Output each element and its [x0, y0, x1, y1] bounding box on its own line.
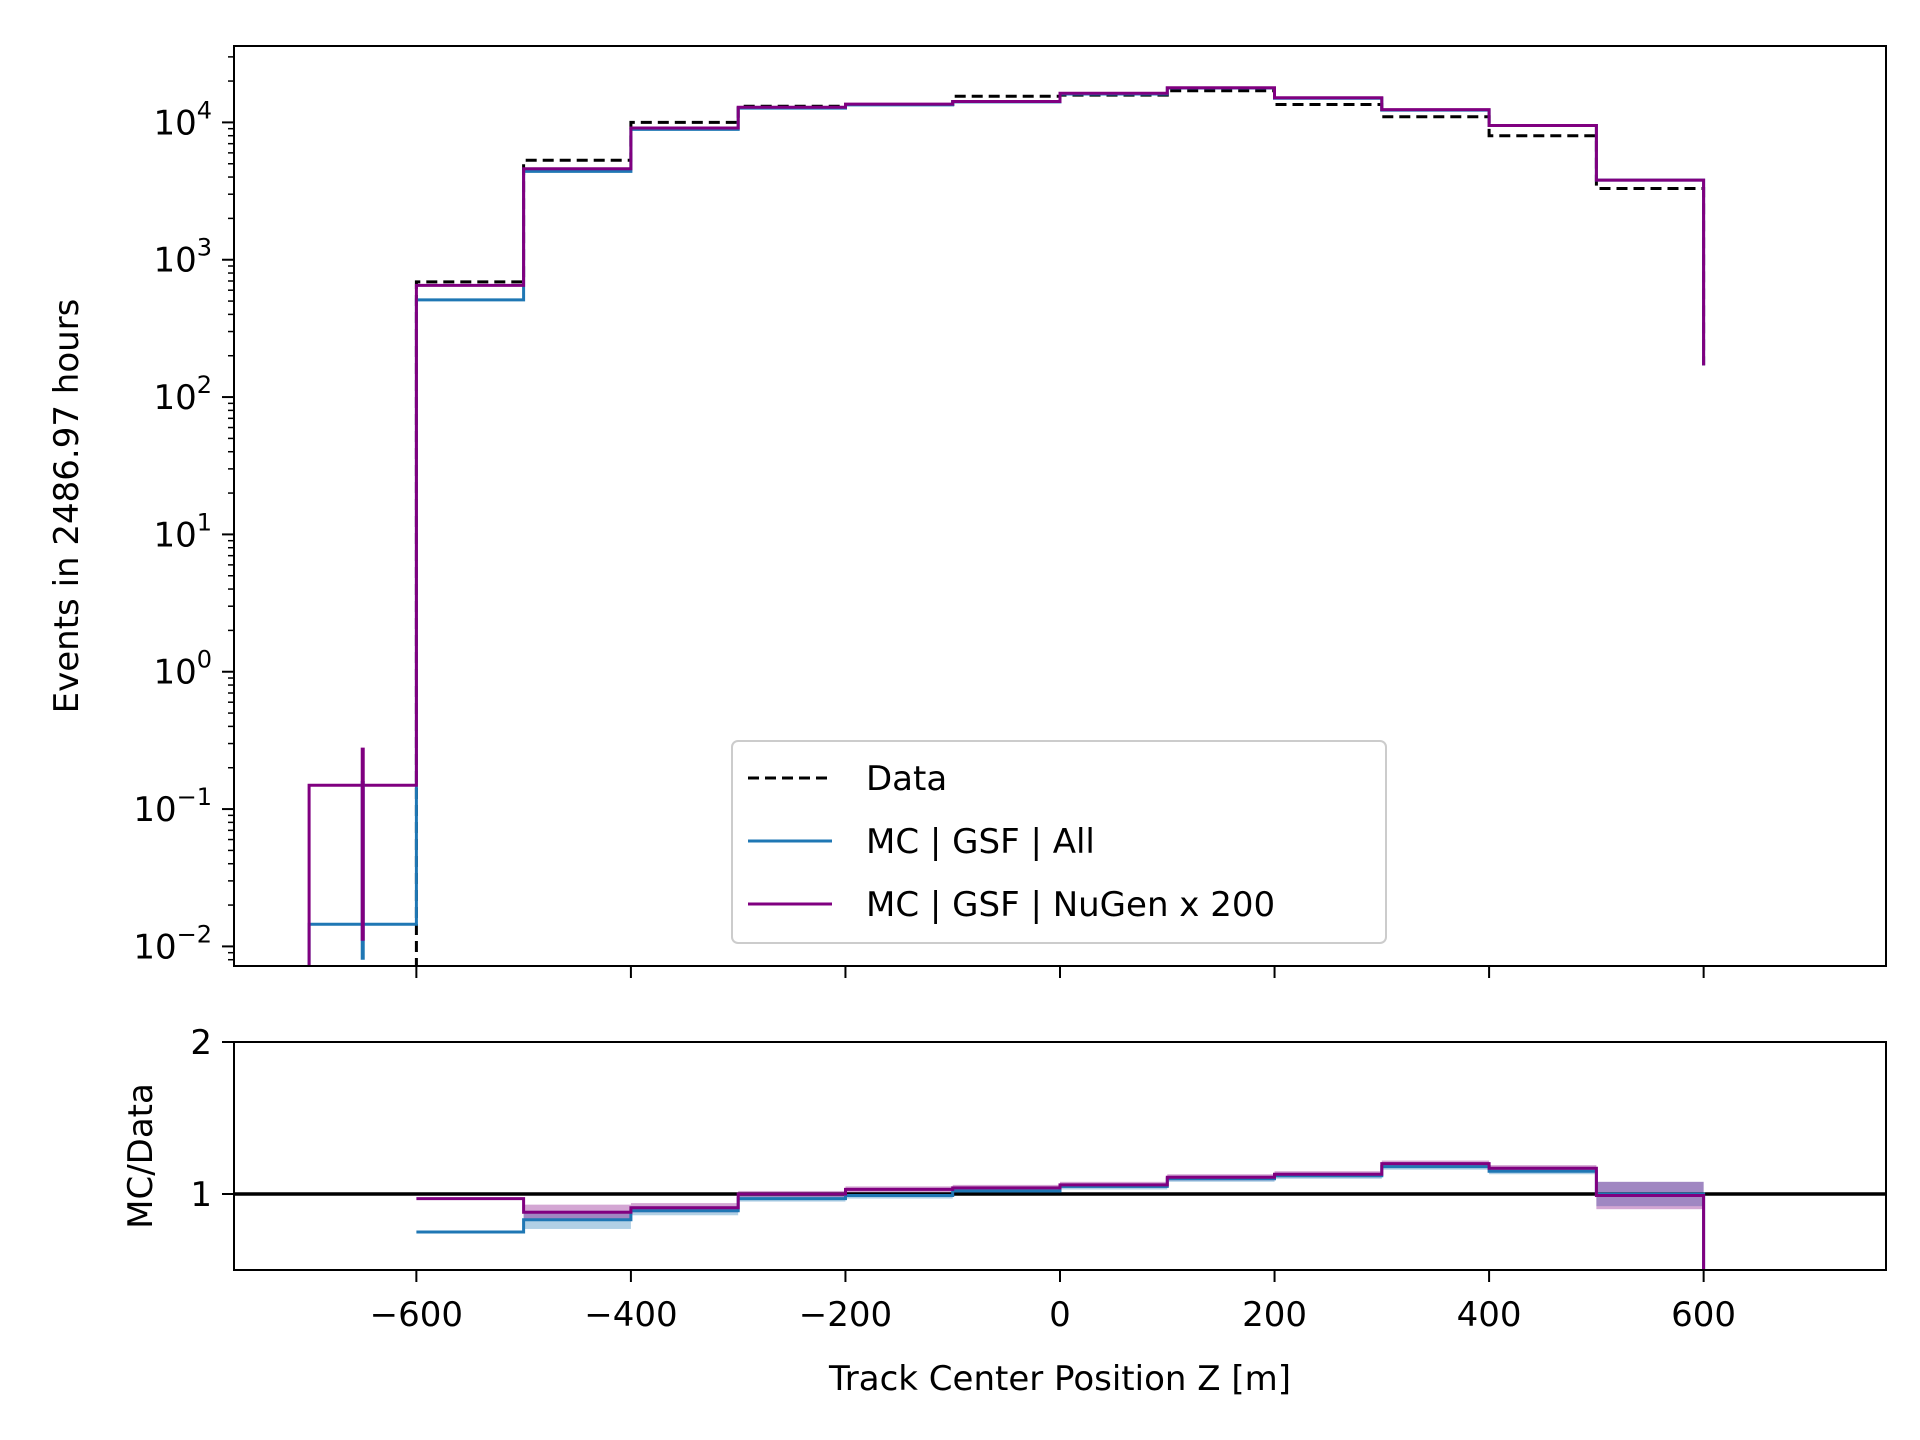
main-y-tick-label: 10−1: [133, 783, 212, 830]
ratio-y-tick-label: 2: [190, 1023, 212, 1063]
main-panel: 10−2 10−1 100 101 102 103 104 Events in 2486.9…: [47, 45, 1887, 978]
main-y-tick-label: 103: [153, 234, 212, 281]
x-tick-label: 400: [1457, 1295, 1522, 1335]
main-y-tick-label: 100: [153, 646, 212, 693]
ratio-y-tick-label: 1: [190, 1175, 212, 1215]
main-y-tick-label: 102: [153, 371, 212, 418]
x-tick-label: −200: [799, 1295, 892, 1335]
ratio-y-axis-label: MC/Data: [121, 1083, 161, 1229]
x-tick-label: 600: [1671, 1295, 1736, 1335]
x-tick-label: 200: [1242, 1295, 1307, 1335]
main-y-tick-label: 104: [153, 96, 212, 143]
main-y-tick-label: 101: [153, 508, 212, 555]
series-mc-gsf-nugen-x-200: [307, 86, 1706, 966]
x-tick-label: −600: [370, 1295, 463, 1335]
x-tick-label: −400: [584, 1295, 677, 1335]
x-tick-label: 0: [1049, 1295, 1071, 1335]
legend-mc-nugen-label: MC | GSF | NuGen x 200: [866, 885, 1275, 925]
main-y-tick-label: 10−2: [133, 920, 212, 967]
ratio-series-mc-gsf-nugen-x-200: [416, 1162, 1706, 1270]
legend-box: [731, 740, 1387, 944]
legend-data-label: Data: [866, 759, 947, 799]
x-axis-label: Track Center Position Z [m]: [828, 1359, 1291, 1399]
ratio-panel: −600 −400 −200 0 200 400 600 1 2 MC/Data Track …: [121, 1023, 1887, 1399]
ratio-plot-frame: [233, 1041, 1887, 1271]
main-y-axis-label: Events in 2486.97 hours: [47, 299, 87, 714]
legend-mc-all-label: MC | GSF | All: [866, 822, 1095, 862]
legend: Data MC | GSF | All MC | GSF | NuGen x 2…: [731, 740, 1387, 944]
